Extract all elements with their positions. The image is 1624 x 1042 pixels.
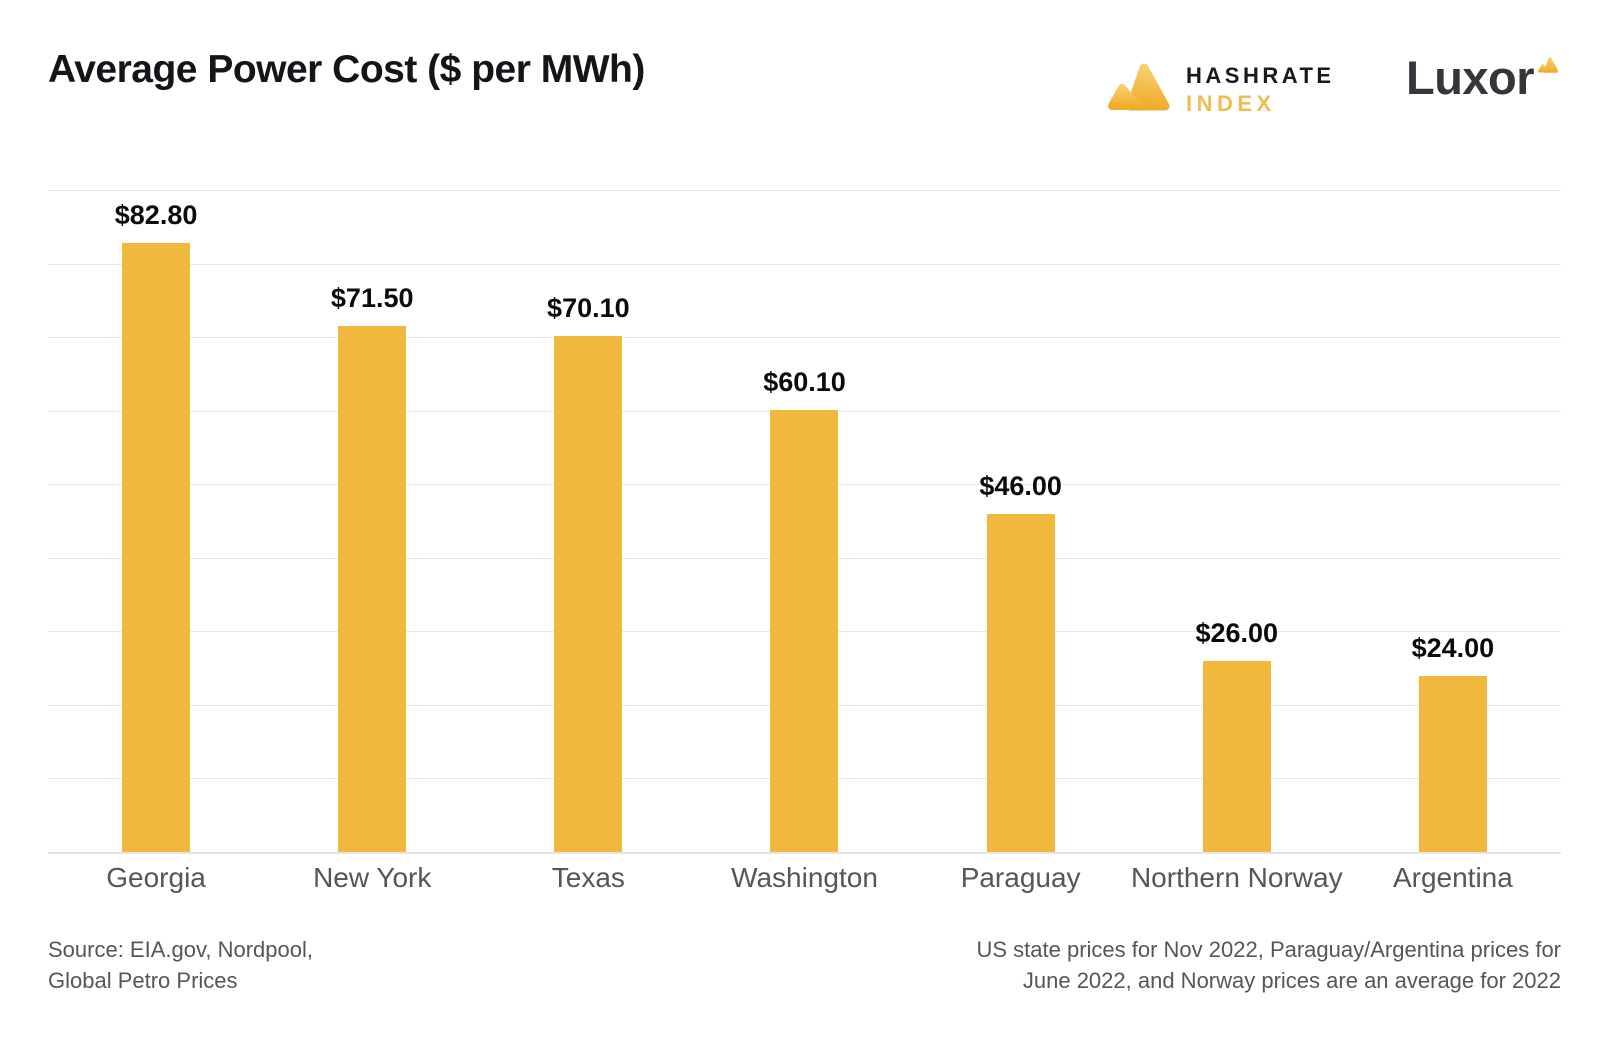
date-range-note: US state prices for Nov 2022, Paraguay/A… — [976, 934, 1561, 996]
category-label: Georgia — [106, 862, 206, 893]
bar-chart-plot: $82.80 $71.50 $70.10 $60.10 $46.00 $26.00 $24.… — [48, 190, 1561, 854]
bar-value-label: $46.00 — [979, 470, 1062, 501]
bar — [554, 336, 623, 852]
bar-slot: $71.50 — [264, 190, 480, 852]
source-line-1: Source: EIA.gov, Nordpool, — [48, 937, 313, 962]
bar-slots: $82.80 $71.50 $70.10 $60.10 $46.00 $26.00 $24.… — [48, 190, 1561, 852]
category-label: Texas — [551, 862, 625, 893]
page-title: Average Power Cost ($ per MWh) — [48, 48, 645, 91]
gridline — [48, 263, 1561, 265]
gridline — [48, 190, 1561, 191]
note-line-1: US state prices for Nov 2022, Paraguay/A… — [976, 937, 1561, 962]
source-note: Source: EIA.gov, Nordpool, Global Petro … — [48, 934, 313, 996]
hashrate-index-logo-icon — [1108, 63, 1170, 111]
luxor-wordmark: Luxor — [1406, 51, 1535, 104]
bar-value-label: $24.00 — [1411, 632, 1495, 663]
gridline — [48, 337, 1561, 339]
bar-slot: $46.00 — [913, 190, 1129, 852]
bar — [338, 326, 407, 852]
bar-slot: $60.10 — [696, 190, 912, 852]
category-label: Northern Norway — [1130, 862, 1343, 893]
bar-value-label: $60.10 — [763, 366, 846, 397]
luxor-logo-icon — [1538, 57, 1559, 73]
bar-slot: $24.00 — [1345, 190, 1561, 852]
bar-slot: $82.80 — [48, 190, 264, 852]
bar — [986, 513, 1055, 852]
bar-value-label: $82.80 — [114, 200, 198, 230]
source-line-2: Global Petro Prices — [48, 968, 238, 993]
bar-slot: $70.10 — [480, 190, 696, 852]
bar — [1202, 660, 1271, 852]
bar-value-label: $71.50 — [330, 283, 414, 314]
category-label: Paraguay — [960, 862, 1081, 893]
note-line-2: June 2022, and Norway prices are an aver… — [1022, 968, 1561, 993]
chart-footer: Source: EIA.gov, Nordpool, Global Petro … — [48, 934, 1561, 996]
hashrate-index-wordmark: HASHRATE INDEX — [1186, 60, 1335, 118]
luxor-logo: Luxor — [1406, 52, 1559, 104]
bar — [770, 409, 839, 852]
hashrate-text: HASHRATE — [1186, 63, 1335, 88]
bar-value-label: $70.10 — [547, 293, 630, 324]
index-text: INDEX — [1186, 91, 1276, 116]
bar — [122, 243, 191, 852]
bar — [1418, 675, 1487, 852]
hashrate-index-logo: HASHRATE INDEX — [1108, 60, 1335, 118]
bar-slot: $26.00 — [1129, 190, 1345, 852]
bar-value-label: $26.00 — [1195, 617, 1279, 648]
category-label: Washington — [731, 862, 878, 893]
category-label: New York — [313, 862, 432, 893]
category-axis: Georgia New York Texas Washington Paraguay No… — [48, 861, 1561, 895]
category-label: Argentina — [1392, 862, 1513, 893]
